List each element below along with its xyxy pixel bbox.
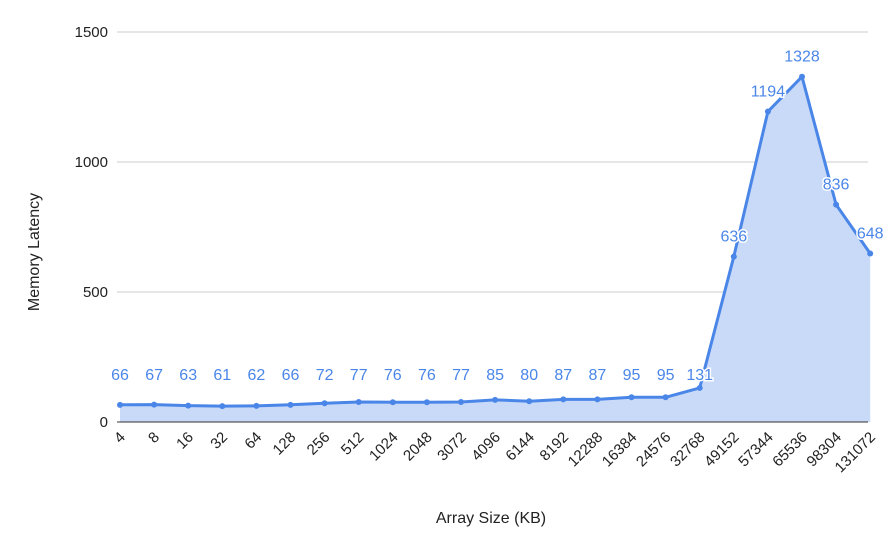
data-label-32: 61	[213, 367, 231, 384]
data-label-2048: 76	[418, 367, 436, 384]
data-label-8192: 87	[554, 367, 572, 384]
data-label-24576: 95	[657, 367, 675, 384]
data-point-12288	[594, 396, 601, 403]
x-tick-label-16384: 16384	[599, 429, 641, 471]
data-point-131072	[867, 250, 874, 257]
data-point-32	[219, 403, 226, 410]
data-label-64: 62	[248, 367, 266, 384]
y-axis-ticks: 0 500 1000 1500	[75, 24, 108, 431]
data-point-512	[355, 398, 362, 405]
x-tick-label-512: 512	[338, 429, 368, 459]
data-label-16384: 95	[623, 367, 641, 384]
x-tick-label-4: 4	[111, 429, 129, 447]
data-point-8	[151, 401, 158, 408]
x-tick-label-4096: 4096	[468, 429, 504, 465]
data-points	[117, 73, 874, 410]
data-point-1024	[389, 399, 396, 406]
data-point-2048	[423, 399, 430, 406]
data-label-4: 66	[111, 367, 129, 384]
y-tick-label-500: 500	[83, 284, 108, 301]
data-point-3072	[458, 398, 464, 405]
data-label-57344: 1194	[751, 84, 786, 101]
data-point-64	[253, 402, 260, 409]
y-axis-title: Memory Latency	[26, 193, 43, 311]
data-label-6144: 80	[520, 367, 538, 384]
data-point-57344	[764, 108, 771, 115]
data-point-6144	[526, 398, 533, 405]
data-point-98304	[833, 201, 840, 208]
data-point-24576	[662, 394, 669, 401]
x-tick-label-256: 256	[304, 429, 334, 459]
x-tick-label-16: 16	[173, 429, 197, 453]
series-area-fill	[120, 76, 871, 422]
y-tick-label-0: 0	[100, 414, 108, 431]
x-tick-label-12288: 12288	[565, 429, 607, 471]
data-point-4096	[492, 396, 499, 403]
x-tick-label-64: 64	[241, 429, 265, 453]
x-tick-label-1024: 1024	[366, 429, 402, 465]
data-point-256	[321, 400, 328, 407]
x-tick-label-8: 8	[145, 429, 163, 447]
x-tick-label-32768: 32768	[667, 429, 709, 471]
data-label-1024: 76	[384, 367, 402, 384]
data-point-8192	[560, 396, 567, 403]
x-tick-label-65536: 65536	[769, 429, 811, 471]
data-point-16384	[628, 394, 635, 401]
x-tick-label-2048: 2048	[400, 429, 436, 465]
data-labels: 66 67 63 61 62 66 72 77 76 76 77 85 80 87 87 95 95 131 636…	[110, 47, 886, 385]
data-label-65536: 1328	[784, 49, 820, 66]
data-point-128	[287, 401, 294, 408]
x-axis-ticks: 4 8 16 32 64 128 256 51210242048307240966144819…	[111, 429, 879, 476]
data-label-4096: 85	[486, 367, 504, 384]
x-tick-label-32: 32	[207, 429, 231, 453]
data-label-16: 63	[179, 367, 197, 384]
x-tick-label-24576: 24576	[633, 429, 675, 471]
y-tick-label-1000: 1000	[75, 154, 108, 171]
data-label-8: 67	[145, 367, 163, 384]
data-label-512: 77	[350, 367, 368, 384]
data-label-98304: 836	[823, 177, 850, 194]
x-tick-label-57344: 57344	[735, 429, 777, 471]
data-label-32768: 131	[686, 367, 713, 384]
y-tick-label-1500: 1500	[75, 24, 108, 41]
x-tick-label-6144: 6144	[502, 429, 538, 465]
data-label-256: 72	[316, 367, 334, 384]
data-label-3072: 77	[452, 367, 470, 384]
data-point-4	[117, 401, 123, 408]
data-point-49152	[730, 253, 737, 260]
data-point-16	[185, 402, 192, 409]
x-axis-title: Array Size (KB)	[436, 510, 546, 527]
data-point-32768	[696, 384, 703, 391]
data-label-12288: 87	[589, 367, 607, 384]
x-tick-label-128: 128	[270, 429, 300, 459]
data-label-128: 66	[282, 367, 300, 384]
data-label-49152: 636	[720, 229, 747, 246]
data-point-65536	[799, 73, 805, 80]
x-tick-label-49152: 49152	[701, 429, 743, 471]
data-label-131072: 648	[857, 226, 884, 243]
x-tick-label-3072: 3072	[434, 429, 470, 465]
